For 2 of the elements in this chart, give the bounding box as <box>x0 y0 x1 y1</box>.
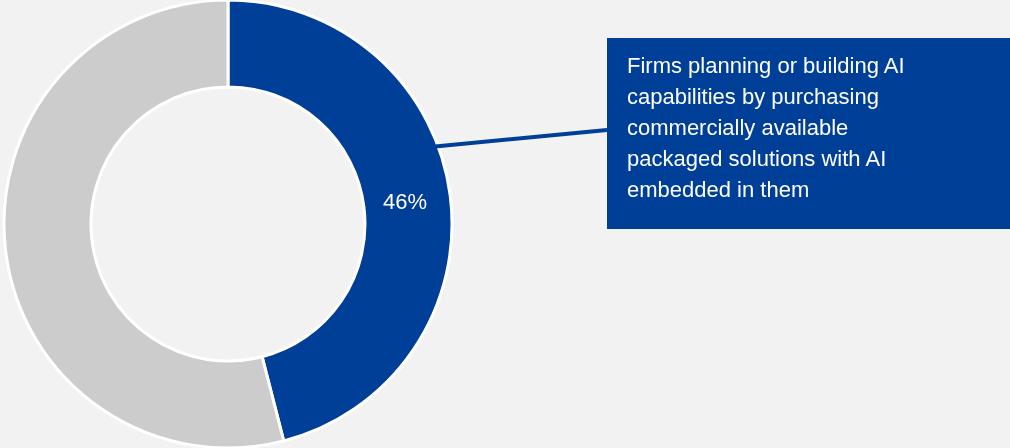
text: Firms planning or building AI capabilities by purchasing commercially available packaged solutions with AI embedded in them <box>627 53 905 202</box>
data-label: 46% <box>383 188 428 214</box>
